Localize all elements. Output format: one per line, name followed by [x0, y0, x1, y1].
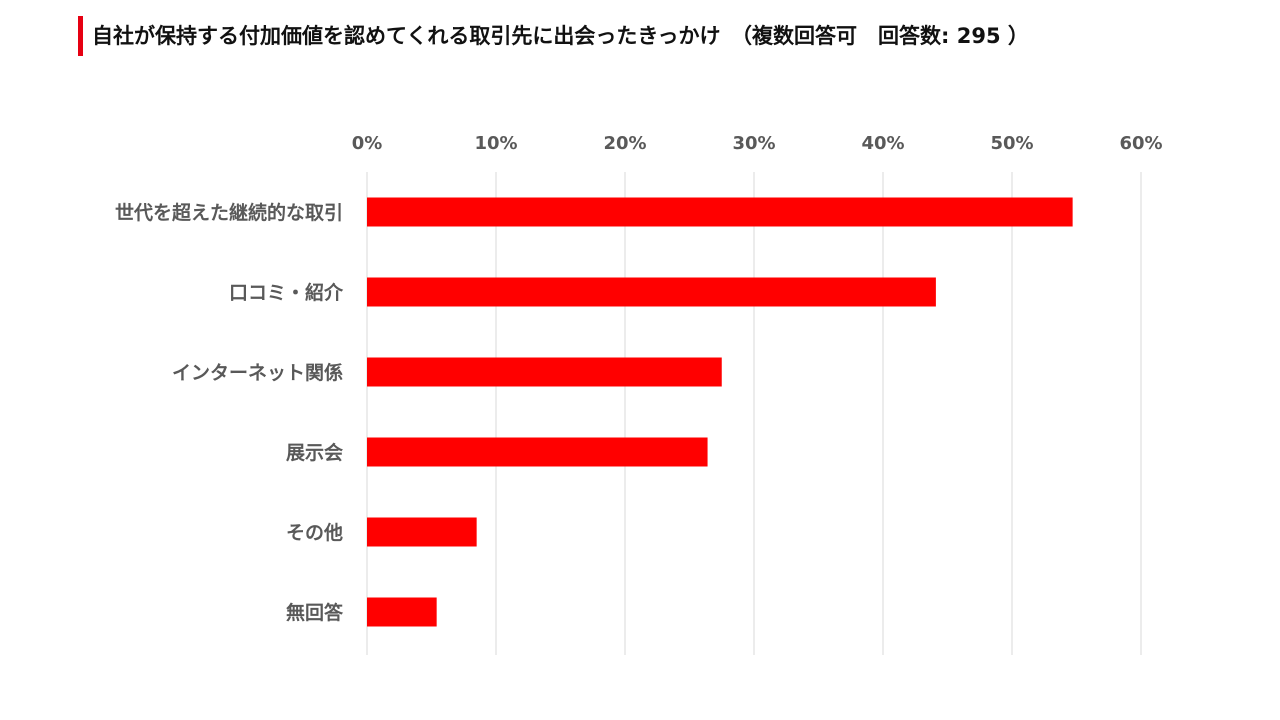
x-tick-label: 30%	[732, 133, 775, 154]
x-tick-label: 60%	[1119, 133, 1162, 154]
bar	[367, 437, 708, 467]
category-label: インターネット関係	[172, 361, 343, 384]
title-accent-bar	[78, 16, 83, 56]
x-axis-ticks: 0% 10% 20% 30% 40% 50% 60%	[352, 133, 1163, 154]
chart-title: 自社が保持する付加価値を認めてくれる取引先に出会ったきっかけ （複数回答可 回答…	[92, 24, 1029, 48]
x-tick-label: 20%	[603, 133, 646, 154]
category-label: 口コミ・紹介	[229, 281, 344, 304]
x-tick-label: 50%	[990, 133, 1033, 154]
bars	[367, 197, 1073, 627]
bar	[367, 197, 1073, 227]
bar	[367, 277, 936, 307]
bar	[367, 597, 437, 627]
x-tick-label: 0%	[352, 133, 383, 154]
bar	[367, 357, 722, 387]
category-label: 世代を超えた継続的な取引	[115, 201, 343, 224]
category-label: 展示会	[286, 441, 343, 464]
gridlines	[366, 172, 1142, 655]
x-tick-label: 10%	[474, 133, 517, 154]
x-tick-label: 40%	[861, 133, 904, 154]
bar	[367, 517, 477, 547]
category-label: その他	[286, 521, 343, 544]
category-label: 無回答	[286, 601, 344, 624]
